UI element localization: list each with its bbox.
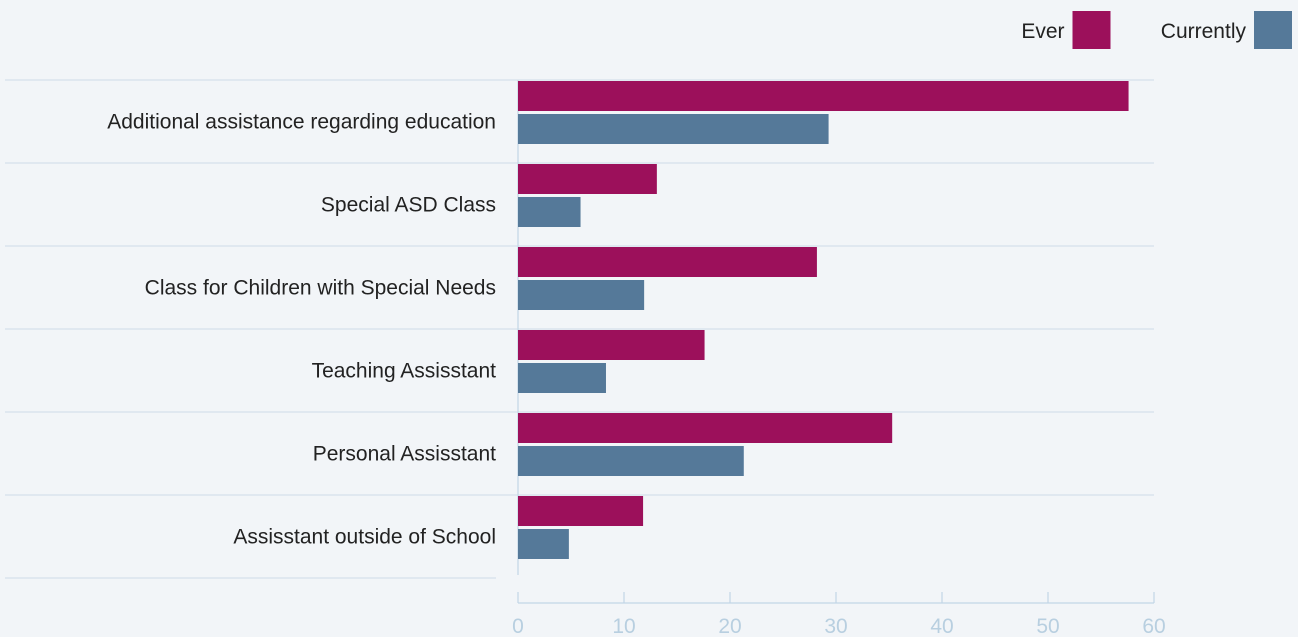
legend: Currently Ever — [1021, 11, 1292, 49]
x-tick-label: 30 — [824, 615, 847, 637]
x-tick-label: 50 — [1036, 615, 1059, 637]
x-axis: 0 10 20 30 40 50 60 — [512, 592, 1166, 637]
x-tick-label: 40 — [930, 615, 953, 637]
bar-ever — [518, 330, 705, 360]
category-label: Assisstant outside of School — [233, 526, 496, 549]
bars — [518, 81, 1129, 559]
category-label: Additional assistance regarding educatio… — [107, 111, 496, 134]
category-label: Personal Assisstant — [313, 443, 496, 466]
category-label: Class for Children with Special Needs — [145, 277, 496, 300]
bar-ever — [518, 81, 1129, 111]
grid-lines — [5, 79, 1154, 579]
bar-currently — [518, 446, 744, 476]
bar-ever — [518, 247, 817, 277]
legend-label-currently: Currently — [1161, 20, 1247, 43]
legend-swatch-ever — [1072, 11, 1111, 49]
bar-currently — [518, 114, 829, 144]
bar-ever — [518, 413, 893, 443]
bar-currently — [518, 529, 569, 559]
bar-ever — [518, 496, 644, 526]
category-label: Special ASD Class — [321, 194, 496, 217]
x-tick-label: 10 — [612, 615, 635, 637]
category-labels: Additional assistance regarding educatio… — [107, 111, 496, 549]
bar-currently — [518, 280, 645, 310]
legend-label-ever: Ever — [1021, 20, 1064, 43]
legend-swatch-currently — [1254, 11, 1292, 49]
x-tick-label: 60 — [1142, 615, 1165, 637]
bar-currently — [518, 197, 581, 227]
x-tick-label: 0 — [512, 615, 524, 637]
bar-ever — [518, 164, 657, 194]
category-label: Teaching Assisstant — [312, 360, 497, 383]
x-tick-label: 20 — [718, 615, 741, 637]
bar-currently — [518, 363, 606, 393]
